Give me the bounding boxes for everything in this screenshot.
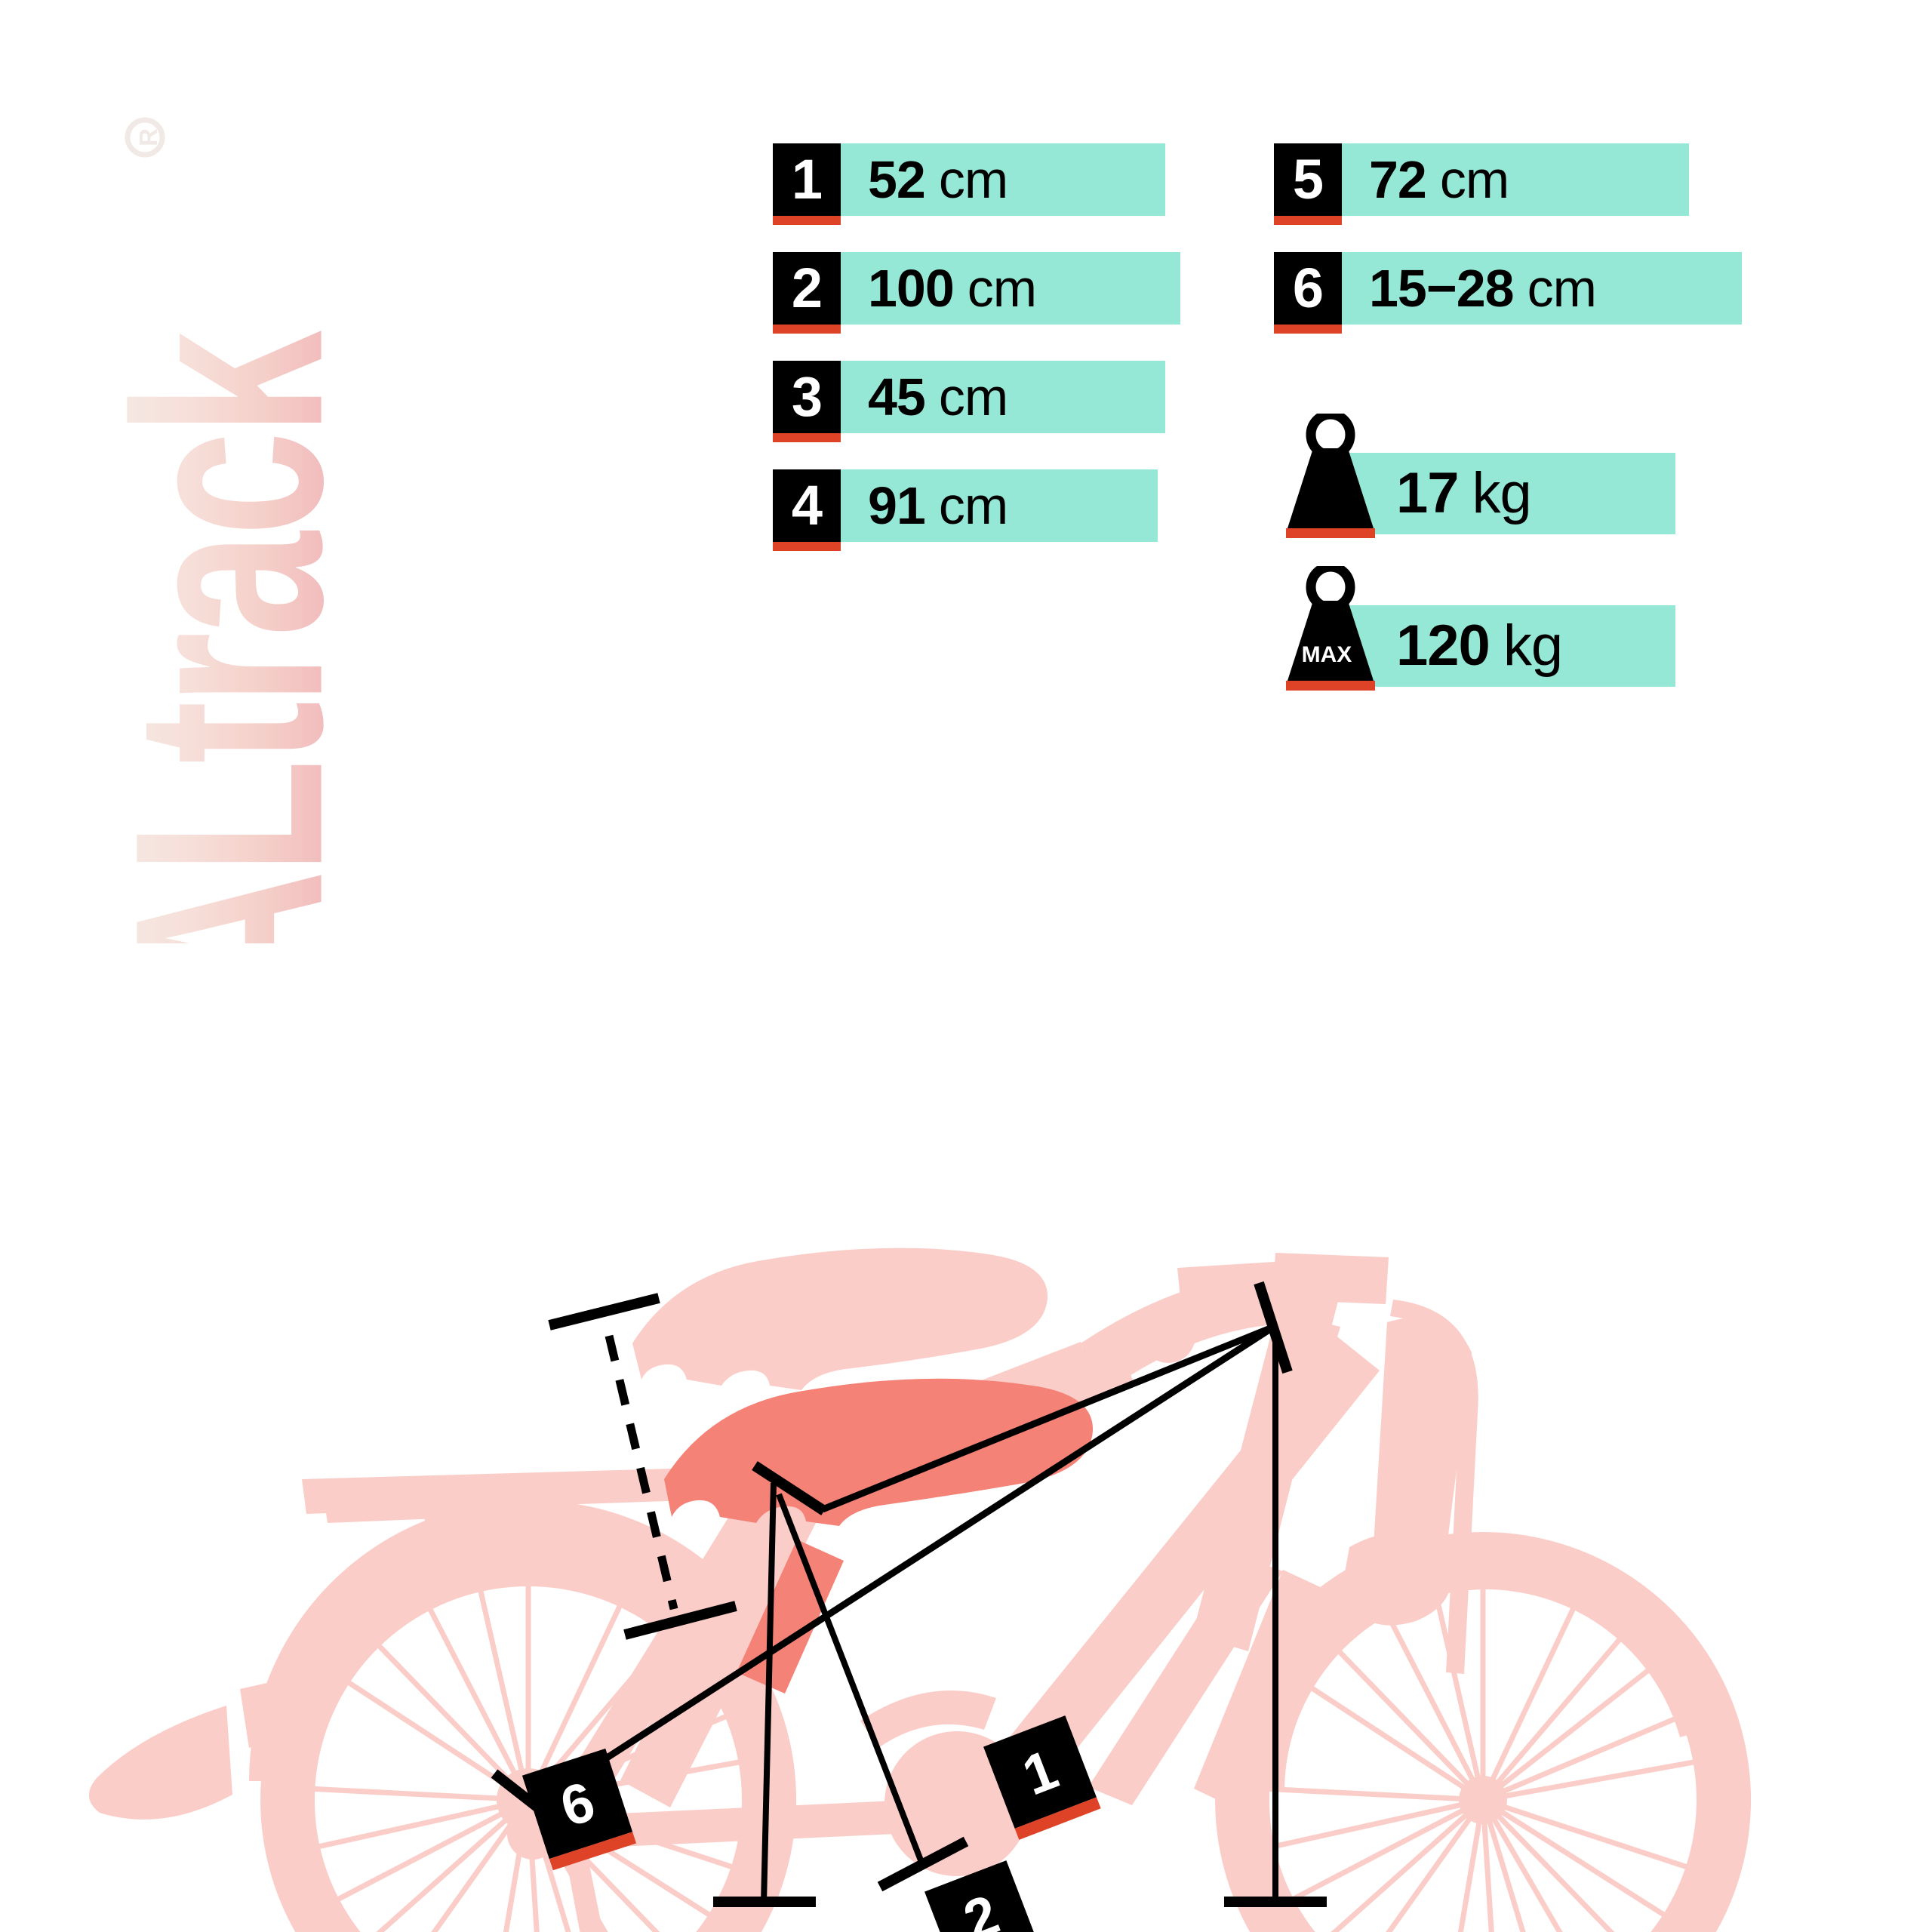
spec-unit-3: cm xyxy=(938,368,1008,426)
spec-badge-1: 1 xyxy=(773,143,841,225)
column-spacer xyxy=(1274,361,1742,414)
spec-value-6: 15−28 xyxy=(1369,259,1515,318)
spec-bar-6: 15−28 cm xyxy=(1342,252,1742,325)
spec-badge-5: 5 xyxy=(1274,143,1342,225)
dimension-line-2 xyxy=(534,1324,1276,1807)
spec-value-4: 91 xyxy=(868,476,926,535)
weight-unit-product: kg xyxy=(1472,461,1532,525)
dimension-line-1 xyxy=(821,1323,1275,1513)
spec-bar-3: 45 cm xyxy=(841,361,1165,433)
spec-value-5: 72 xyxy=(1369,150,1427,209)
spec-bar-1: 52 cm xyxy=(841,143,1165,216)
svg-text:R: R xyxy=(134,128,162,146)
weight-max-icon: MAX xyxy=(1274,566,1387,694)
weight-value-product: 17 xyxy=(1396,461,1460,525)
spec-row-2: 2 100 cm xyxy=(773,252,1180,334)
spec-row-6: 6 15−28 cm xyxy=(1274,252,1742,334)
dimension-line-3 xyxy=(776,1493,925,1866)
spec-badge-4: 4 xyxy=(773,469,841,551)
bicycle-dimension-diagram: 1 2 3 4 xyxy=(0,740,1932,1932)
weight-unit-max-load: kg xyxy=(1503,614,1563,678)
dimension-line-6 xyxy=(605,1334,678,1611)
spec-value-1: 52 xyxy=(868,150,926,209)
dimension-tick-6-bottom xyxy=(623,1601,737,1640)
spec-row-1: 1 52 cm xyxy=(773,143,1180,225)
weight-row-product: 17 kg xyxy=(1274,414,1742,542)
dimension-tick-handlebar xyxy=(1254,1281,1293,1374)
spec-value-2: 100 xyxy=(868,259,955,318)
weight-icon xyxy=(1274,414,1387,542)
spec-row-3: 3 45 cm xyxy=(773,361,1180,442)
spec-unit-4: cm xyxy=(938,476,1008,535)
spec-value-3: 45 xyxy=(868,368,926,426)
spec-bar-5: 72 cm xyxy=(1342,143,1689,216)
spec-bar-4: 91 cm xyxy=(841,469,1158,542)
spec-unit-2: cm xyxy=(967,259,1037,318)
dimension-tick-6-top xyxy=(548,1293,660,1331)
spec-unit-5: cm xyxy=(1439,150,1509,209)
saddle-ghost xyxy=(632,1247,1048,1390)
dimension-marker-1: 1 xyxy=(983,1715,1101,1840)
weight-row-max-load: 120 kg MAX xyxy=(1274,566,1742,694)
weight-max-label: MAX xyxy=(1302,642,1352,667)
dimension-tick-3-end xyxy=(877,1836,969,1892)
spec-column-right: 5 72 cm 6 15−28 cm 17 kg xyxy=(1274,143,1742,718)
spec-column-left: 1 52 cm 2 100 cm 3 45 cm 4 91 cm xyxy=(773,143,1180,578)
dimension-marker-6: 6 xyxy=(521,1748,637,1871)
dimension-marker-2: 2 xyxy=(924,1860,1038,1932)
dimension-markers: 1 2 3 4 xyxy=(521,1715,1101,1932)
spec-unit-1: cm xyxy=(938,150,1008,209)
weight-value-max-load: 120 xyxy=(1396,614,1491,678)
spec-badge-3: 3 xyxy=(773,361,841,442)
weight-bar-product: 17 kg xyxy=(1313,453,1675,534)
spec-badge-6: 6 xyxy=(1274,252,1342,334)
dimension-lines xyxy=(491,1281,1327,1907)
dimension-tick-3-start xyxy=(752,1461,827,1515)
spec-badge-2: 2 xyxy=(773,252,841,334)
spec-row-4: 4 91 cm xyxy=(773,469,1180,551)
dimension-line-5 xyxy=(761,1482,777,1904)
weight-bar-max-load: 120 kg xyxy=(1313,605,1675,687)
spec-unit-6: cm xyxy=(1527,259,1597,318)
spec-row-5: 5 72 cm xyxy=(1274,143,1742,225)
spec-bar-2: 100 cm xyxy=(841,252,1180,325)
registered-trademark-icon: R xyxy=(125,117,165,158)
